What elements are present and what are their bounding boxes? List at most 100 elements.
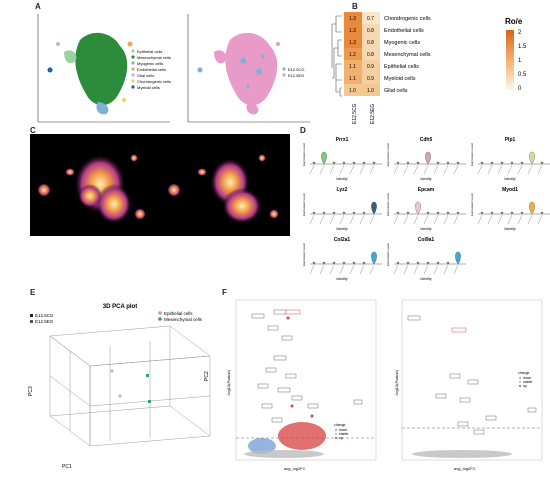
cell-value: 1.0: [367, 88, 374, 94]
violin-xlabel: Identity: [336, 277, 348, 281]
gene-title: Epcam: [418, 187, 435, 193]
violin-shape: [425, 151, 431, 165]
gene-title: Lyz2: [337, 187, 348, 193]
violin-ylabel: Expression Level: [386, 243, 390, 266]
violin-tick-label: [369, 264, 375, 275]
pca-box: [49, 325, 211, 447]
volcano-plots: avg_log2FC -log10(Pvalue) change down st…: [226, 299, 543, 471]
violin-shape: [371, 201, 377, 215]
violin-tick-label: [453, 214, 459, 225]
row-label: Glial cells: [384, 88, 408, 94]
pca-legend-item: E12.5EG: [35, 319, 54, 324]
violin-xlabel: Identity: [420, 177, 432, 181]
violin-tick-label: [393, 214, 399, 225]
color-scale-bar: [506, 30, 514, 90]
violin-shape: [415, 201, 421, 215]
gene-title: Myod1: [502, 187, 518, 193]
violin-tick-label: [339, 264, 345, 275]
legend-item: up: [339, 436, 343, 440]
cell-value: 0.8: [367, 52, 374, 58]
scale-tick: 0: [518, 86, 522, 92]
heatmap-values: 1.3 1.3 1.3 1.2 1.1 1.1 1.0 0.7 0.8 0.8 …: [349, 16, 374, 94]
violin-tick-label: [477, 214, 483, 225]
heatmap-col-labels: E12.5CG E12.5EG: [352, 103, 376, 124]
violin-shape: [396, 261, 400, 265]
violin-tick-label: [497, 214, 503, 225]
violin-tick-label: [423, 214, 429, 225]
density-maps: [37, 154, 279, 224]
violin-tick-label: [413, 264, 419, 275]
violin-shape: [312, 261, 316, 265]
violin-tick-label: [453, 264, 459, 275]
volcano-left-xlabel: avg_log2FC: [284, 466, 306, 471]
row-label: Mesenchymal cells: [384, 52, 431, 58]
panel-label-a: A: [35, 2, 41, 11]
violin-tick-label: [309, 164, 315, 175]
violin-ylabel: Expression Level: [470, 143, 474, 166]
violin-shape: [520, 161, 524, 165]
scale-tick: 1: [518, 58, 522, 64]
violin-tick-label: [319, 214, 325, 225]
violin-tick-label: [369, 214, 375, 225]
violin-shape: [342, 211, 346, 215]
violin-shape: [529, 151, 535, 165]
volcano-left-legend: change down stable up: [334, 423, 348, 440]
violin-shape: [406, 161, 410, 165]
violin-shape: [529, 201, 535, 215]
violin-cell: Cdh5 Expression Level Identity: [386, 137, 466, 181]
violin-ylabel: Expression Level: [302, 143, 306, 166]
violin-tick-label: [393, 164, 399, 175]
violin-tick-label: [393, 264, 399, 275]
legend-title: change: [518, 371, 530, 375]
violin-tick-label: [359, 164, 365, 175]
violin-tick-label: [433, 214, 439, 225]
violin-ylabel: Expression Level: [302, 193, 306, 216]
violin-shape: [510, 211, 514, 215]
violin-shape: [436, 211, 440, 215]
heatmap-row-labels: Chondrogenic cells Endothelial cells Myo…: [384, 16, 431, 94]
cell-value: 0.7: [367, 16, 374, 22]
pca-legend-right: Epithelial cells Mesenchymal cells: [158, 311, 203, 322]
violin-shape: [362, 211, 366, 215]
violin-xlabel: Identity: [336, 177, 348, 181]
violin-shape: [312, 211, 316, 215]
density-right: [167, 154, 279, 224]
violin-tick-label: [527, 214, 533, 225]
violin-shape: [446, 161, 450, 165]
violin-xlabel: Identity: [420, 227, 432, 231]
panel-a: Epithelial cells Mesenchymal cells Myoge…: [20, 10, 340, 128]
violin-xlabel: Identity: [420, 277, 432, 281]
violin-tick-label: [443, 214, 449, 225]
violin-shape: [456, 161, 460, 165]
violin-ylabel: Expression Level: [386, 143, 390, 166]
violin-cell: Myod1 Expression Level Identity: [470, 187, 550, 231]
violin-tick-label: [339, 214, 345, 225]
violin-shape: [362, 161, 366, 165]
density-left: [37, 154, 146, 224]
violin-shape: [371, 251, 377, 265]
volcano-right-xlabel: avg_log2FC: [454, 466, 476, 471]
panel-b: 1.3 1.3 1.3 1.2 1.1 1.1 1.0 0.7 0.8 0.8 …: [330, 8, 548, 128]
panel-d-violins: Prrx1 Expression Level Identity Cdh5 Express…: [298, 132, 550, 284]
violin-shape: [322, 211, 326, 215]
violin-tick-label: [339, 164, 345, 175]
violin-tick-label: [517, 214, 523, 225]
panel-e-pca: 3D PCA plot E12.5CG E12.5EG Epithelial c…: [20, 296, 220, 472]
violin-xlabel: Identity: [504, 177, 516, 181]
legend-a-myeloid: Myeloid cells: [137, 85, 160, 90]
violin-cell: Plp1 Expression Level Identity: [470, 137, 550, 181]
violin-xlabel: Identity: [504, 227, 516, 231]
umap-right-clusters: [197, 32, 280, 115]
violin-shape: [342, 161, 346, 165]
violin-shape: [352, 161, 356, 165]
violin-tick-label: [537, 214, 543, 225]
cell-value: 1.1: [349, 76, 356, 82]
legend-a-epithelial: Epithelial cells: [137, 49, 162, 54]
violin-shape: [456, 211, 460, 215]
violin-ylabel: Expression Level: [386, 193, 390, 216]
violin-tick-label: [349, 264, 355, 275]
violin-grid: Prrx1 Expression Level Identity Cdh5 Express…: [302, 137, 550, 281]
cell-value: 1.0: [349, 88, 356, 94]
legend-a-myogenic: Myogenic cells: [137, 61, 163, 66]
violin-shape: [455, 251, 461, 265]
